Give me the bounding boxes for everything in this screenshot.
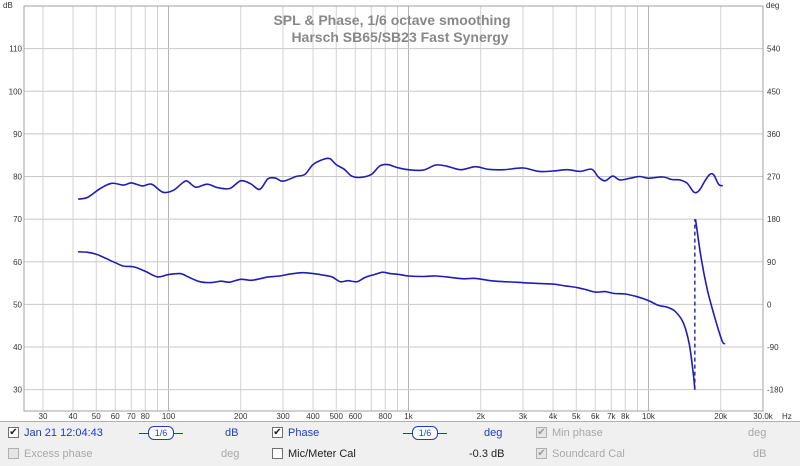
plot-frame (23, 5, 764, 412)
phase-trace-line (694, 219, 726, 345)
x-tick-label: 30.0k (753, 412, 774, 421)
legend-row-1: ✔ Jan 21 12:04:43 1/6 dB ✔ Phase 1/6 deg… (0, 424, 800, 444)
x-unit-label: Hz (782, 412, 792, 421)
x-tick-label: 6k (591, 412, 600, 421)
y-left-tick-label: 110 (9, 45, 22, 54)
y-right-tick-label: 270 (767, 173, 781, 182)
x-tick-label: 20k (714, 412, 728, 421)
x-tick-label: 50 (92, 412, 101, 421)
min-phase-unit-label: deg (748, 427, 767, 439)
x-tick-label: 100 (162, 412, 176, 421)
y-left-tick-label: 100 (9, 87, 23, 96)
y-right-tick-label: 450 (767, 87, 781, 96)
phase-smoothing-swatch[interactable]: 1/6 (403, 426, 447, 440)
y-right-tick-label: 0 (767, 300, 772, 309)
min-phase-label: Min phase (552, 427, 603, 439)
x-tick-label: 400 (306, 412, 320, 421)
excess-phase-unit-label: deg (221, 448, 240, 460)
legend-row-2: Excess phase deg Mic/Meter Cal -0.3 dB ✔… (0, 445, 800, 465)
soundcard-cal-unit-label: dB (753, 448, 767, 460)
trace-unit-label: dB (225, 427, 239, 439)
x-tick-label: 30 (39, 412, 48, 421)
y-left-tick-label: 50 (13, 300, 22, 309)
x-tick-label: 500 (330, 412, 344, 421)
y-right-tick-label: -180 (767, 386, 784, 395)
phase-label: Phase (288, 427, 320, 439)
mic-cal-value: -0.3 dB (469, 448, 505, 460)
y-right-unit-label: deg (766, 1, 779, 10)
phase-visible-checkbox[interactable]: ✔ (272, 427, 283, 438)
excess-phase-label: Excess phase (24, 448, 93, 460)
y-right-tick-label: 90 (767, 258, 776, 267)
x-tick-label: 10k (642, 412, 656, 421)
y-left-tick-label: 70 (13, 215, 22, 224)
x-tick-label: 1k (404, 412, 413, 421)
x-tick-label: 70 (127, 412, 136, 421)
y-left-tick-label: 60 (13, 258, 22, 267)
x-tick-label: 7k (607, 412, 616, 421)
spl-trace-line (77, 157, 724, 200)
phase-trace-line (78, 251, 696, 390)
y-right-tick-label: 180 (767, 215, 781, 224)
mic-cal-checkbox[interactable] (272, 448, 283, 459)
x-tick-label: 60 (111, 412, 120, 421)
y-left-tick-label: 30 (13, 386, 22, 395)
x-tick-label: 8k (621, 412, 630, 421)
plot-background (24, 6, 763, 411)
y-left-tick-label: 40 (13, 343, 22, 352)
y-right-tick-label: -90 (767, 343, 779, 352)
chart-title: SPL & Phase, 1/6 octave smoothing (273, 12, 510, 28)
mic-cal-label: Mic/Meter Cal (288, 448, 356, 460)
x-tick-label: 600 (349, 412, 363, 421)
trace-name-label: Jan 21 12:04:43 (24, 427, 103, 439)
y-left-tick-label: 80 (13, 173, 22, 182)
soundcard-cal-label: Soundcard Cal (552, 448, 625, 460)
min-phase-checkbox[interactable]: ✔ (536, 427, 547, 438)
x-tick-label: 40 (69, 412, 78, 421)
legend-bar: ✔ Jan 21 12:04:43 1/6 dB ✔ Phase 1/6 deg… (0, 421, 800, 466)
x-tick-label: 3k (519, 412, 528, 421)
spl-phase-chart: 30 40 50 60 70 80 90 100 110 -180 -90 0 90 180 270 360 4… (3, 1, 792, 421)
soundcard-cal-checkbox[interactable]: ✔ (536, 448, 547, 459)
excess-phase-checkbox[interactable] (8, 448, 19, 459)
y-left-unit-label: dB (3, 1, 13, 10)
x-tick-label: 300 (276, 412, 290, 421)
trace-smoothing-swatch[interactable]: 1/6 (139, 426, 183, 440)
y-right-tick-label: 540 (767, 45, 781, 54)
x-tick-label: 4k (549, 412, 558, 421)
phase-unit-label: deg (484, 427, 503, 439)
chart-subtitle: Harsch SB65/SB23 Fast Synergy (291, 29, 508, 45)
x-tick-label: 80 (141, 412, 150, 421)
trace-visible-checkbox[interactable]: ✔ (8, 427, 19, 438)
x-tick-label: 5k (572, 412, 581, 421)
x-tick-label: 200 (234, 412, 248, 421)
y-left-tick-label: 90 (13, 130, 22, 139)
x-tick-label: 2k (477, 412, 486, 421)
y-right-tick-label: 360 (767, 130, 781, 139)
x-tick-label: 800 (379, 412, 393, 421)
